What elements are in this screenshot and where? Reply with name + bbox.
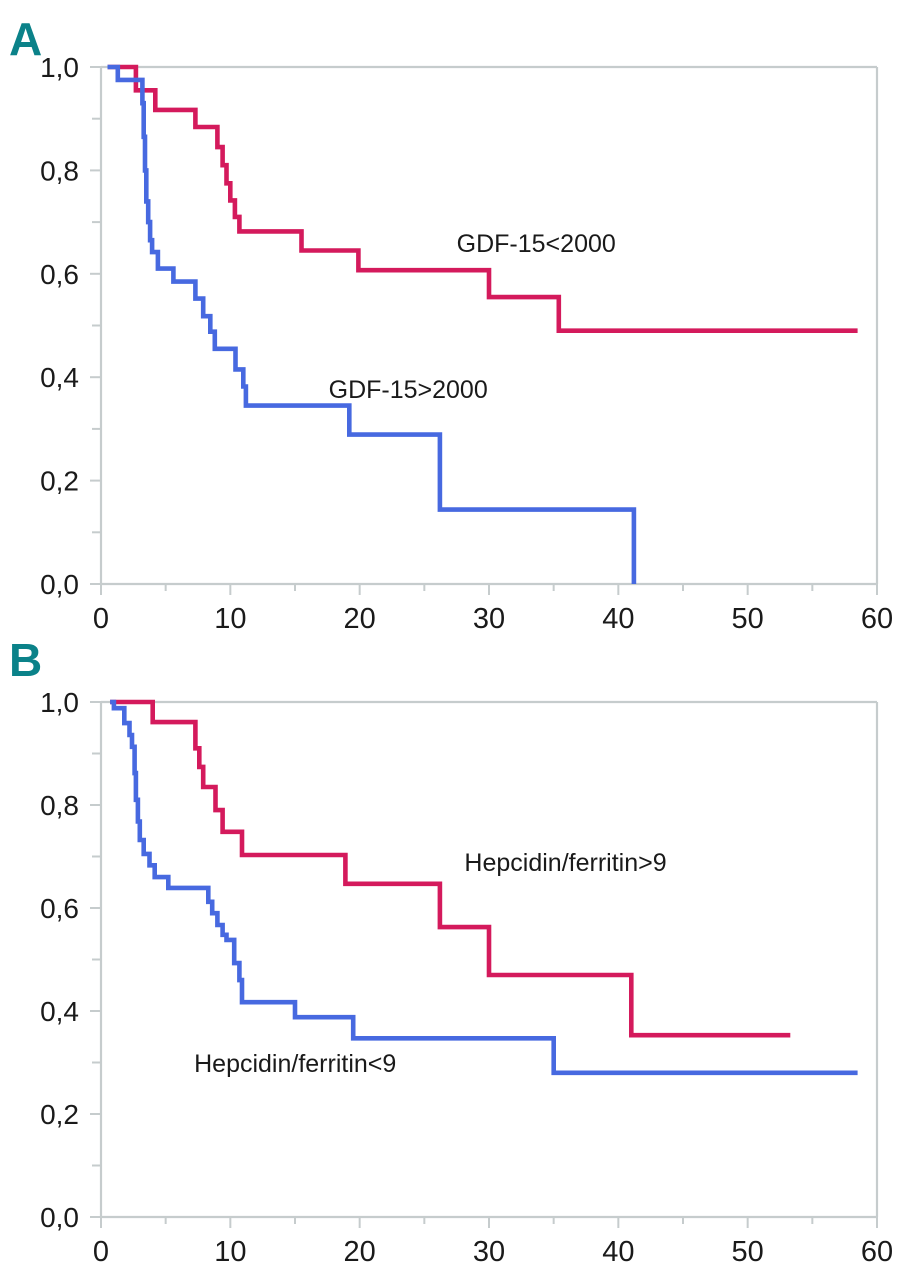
y-tick-label: 0,4 — [40, 362, 79, 393]
y-tick-labels: 1,0 0,8 0,6 0,4 0,2 0,0 — [40, 52, 79, 600]
x-tick-label: 40 — [602, 1236, 634, 1268]
y-tick-label: 1,0 — [40, 687, 79, 718]
y-ticks — [90, 701, 101, 1218]
x-ticks — [100, 1217, 878, 1228]
panel-a-letter: A — [9, 13, 43, 65]
y-ticks — [90, 66, 101, 585]
panel-B: 1,0 0,8 0,6 0,4 0,2 0,0 0 10 20 30 40 50 60 Hepcidin/… — [40, 687, 893, 1268]
y-tick-label: 0,8 — [40, 790, 79, 821]
series-annotation: GDF-15>2000 — [329, 376, 488, 404]
x-tick-label: 30 — [473, 1236, 505, 1268]
x-tick-label: 20 — [344, 1236, 376, 1268]
survival-curve-hepcidin-ferritin-9 — [110, 699, 858, 1076]
x-tick-label: 60 — [861, 603, 893, 635]
survival-curve-hepcidin-ferritin-9 — [110, 699, 791, 1038]
y-tick-label: 0,0 — [40, 1202, 79, 1233]
y-tick-label: 0,0 — [40, 569, 79, 600]
y-tick-label: 0,6 — [40, 259, 79, 290]
y-tick-label: 0,4 — [40, 996, 79, 1027]
x-tick-label: 0 — [93, 1236, 109, 1268]
x-tick-label: 10 — [214, 603, 246, 635]
x-tick-label: 20 — [344, 603, 376, 635]
survival-curve-gdf-15-2000 — [107, 64, 858, 333]
panel-A: 1,0 0,8 0,6 0,4 0,2 0,0 0 10 20 30 40 50 60 GDF-15<20… — [40, 52, 893, 635]
x-ticks — [100, 584, 878, 595]
series-annotation: Hepcidin/ferritin<9 — [194, 1050, 396, 1078]
x-tick-label: 30 — [473, 603, 505, 635]
y-tick-label: 0,2 — [40, 1099, 79, 1130]
y-tick-label: 1,0 — [40, 52, 79, 83]
y-tick-label: 0,2 — [40, 466, 79, 497]
x-tick-label: 50 — [732, 1236, 764, 1268]
y-tick-label: 0,6 — [40, 893, 79, 924]
series-annotation: Hepcidin/ferritin>9 — [464, 849, 666, 877]
x-tick-label: 60 — [861, 1236, 893, 1268]
y-tick-label: 0,8 — [40, 155, 79, 186]
series-annotation: GDF-15<2000 — [457, 230, 616, 258]
survival-curve-gdf-15-2000 — [107, 64, 637, 584]
y-tick-labels: 1,0 0,8 0,6 0,4 0,2 0,0 — [40, 687, 79, 1233]
x-tick-labels: 0 10 20 30 40 50 60 — [93, 603, 893, 635]
panel-b-letter: B — [9, 634, 43, 686]
x-tick-label: 40 — [602, 603, 634, 635]
x-tick-label: 10 — [214, 1236, 246, 1268]
x-tick-label: 50 — [732, 603, 764, 635]
x-tick-label: 0 — [93, 603, 109, 635]
x-tick-labels: 0 10 20 30 40 50 60 — [93, 1236, 893, 1268]
